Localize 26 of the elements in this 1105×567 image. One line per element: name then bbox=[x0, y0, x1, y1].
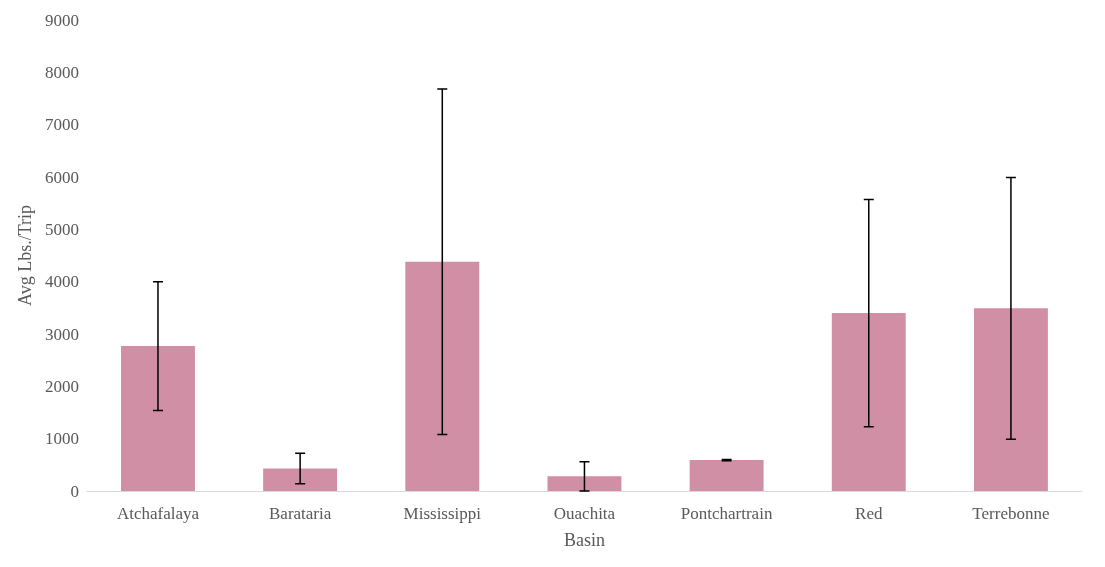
x-tick-label: Mississippi bbox=[403, 504, 482, 523]
y-tick-label: 5000 bbox=[44, 219, 79, 239]
y-tick-label: 1000 bbox=[44, 429, 79, 449]
y-tick-label: 3000 bbox=[44, 324, 79, 344]
y-tick-label: 9000 bbox=[44, 10, 79, 30]
y-tick-label: 0 bbox=[70, 481, 79, 501]
bar bbox=[263, 468, 338, 491]
bar bbox=[121, 346, 195, 491]
x-tick-label: Terrebonne bbox=[972, 504, 1050, 523]
x-tick-label: Atchafalaya bbox=[116, 504, 200, 523]
bar bbox=[973, 308, 1048, 491]
y-tick-label: 2000 bbox=[44, 376, 79, 396]
bar bbox=[831, 313, 906, 491]
bar bbox=[405, 261, 480, 491]
x-tick-label: Red bbox=[855, 504, 883, 523]
x-tick-label: Pontchartrain bbox=[680, 504, 773, 523]
bar bbox=[689, 460, 764, 491]
x-tick-label: Barataria bbox=[268, 504, 332, 523]
y-tick-label: 4000 bbox=[44, 272, 79, 292]
bar bbox=[547, 476, 622, 491]
y-axis-title: Avg Lbs./Trip bbox=[15, 204, 35, 307]
x-tick-label: Ouachita bbox=[553, 504, 616, 523]
x-axis-title: Basin bbox=[563, 530, 605, 550]
y-tick-label: 6000 bbox=[44, 167, 79, 187]
y-tick-label: 7000 bbox=[44, 115, 79, 135]
y-tick-label: 8000 bbox=[44, 62, 79, 82]
